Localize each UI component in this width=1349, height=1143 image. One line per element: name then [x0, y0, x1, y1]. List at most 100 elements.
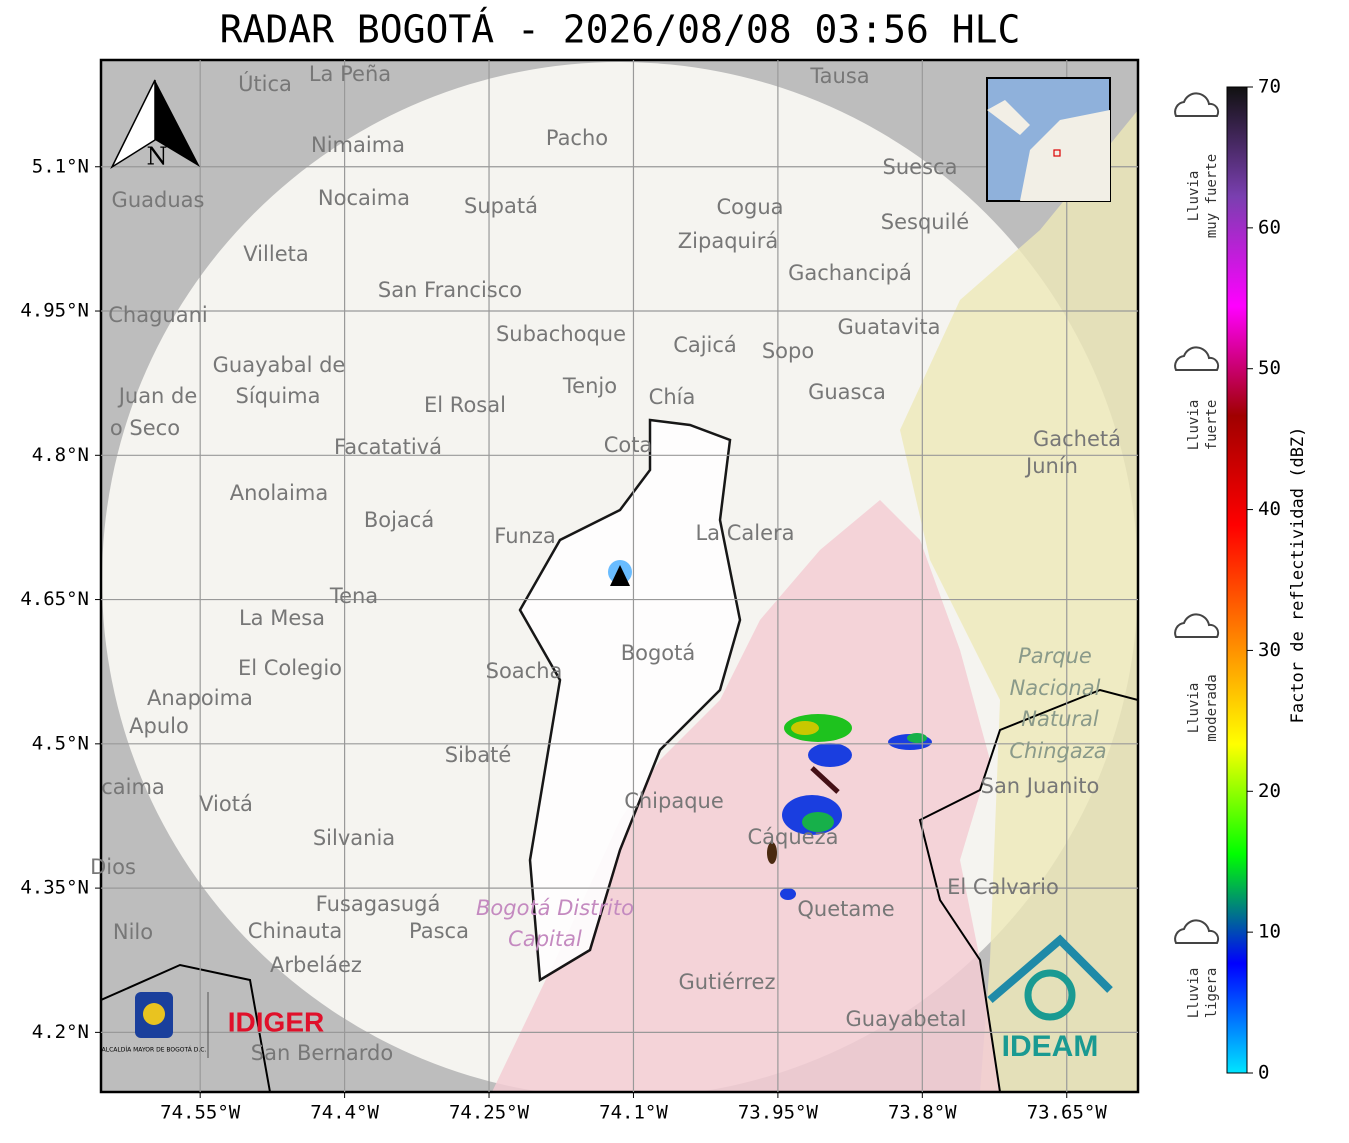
intensity-label: moderada — [1204, 674, 1220, 741]
y-tick-label: 4.2°N — [32, 1021, 89, 1043]
weather-icon — [1174, 613, 1220, 638]
place-label: Cogua — [716, 195, 783, 219]
place-label: Cáqueza — [748, 825, 839, 849]
place-label: Bojacá — [364, 508, 434, 532]
place-label: Guayabal de — [213, 353, 346, 377]
place-label: Chipaque — [624, 789, 724, 813]
place-label: Fusagasugá — [316, 892, 441, 916]
place-label: El Calvario — [947, 875, 1059, 899]
y-tick-label: 4.65°N — [20, 588, 89, 610]
colorbar — [1226, 86, 1248, 1074]
place-label: Nocaima — [318, 186, 410, 210]
place-label: Soacha — [486, 659, 563, 683]
weather-icon — [1174, 346, 1220, 371]
place-label: Gutiérrez — [679, 970, 776, 994]
place-label: Sesquilé — [881, 210, 969, 234]
x-tick-label: 74.1°W — [599, 1102, 668, 1124]
place-label: El Rosal — [424, 393, 506, 417]
place-label: Chaguani — [108, 303, 208, 327]
place-label: Silvania — [313, 826, 395, 850]
intensity-label: fuerte — [1204, 400, 1220, 451]
place-label: Chía — [649, 385, 696, 409]
place-label: Nilo — [113, 920, 153, 944]
place-label: Útica — [238, 71, 292, 96]
place-label: Tausa — [809, 64, 869, 88]
place-label: Cota — [604, 433, 653, 457]
x-tick-label: 73.65°W — [1027, 1102, 1108, 1124]
intensity-label: ligera — [1204, 968, 1220, 1019]
north-label: N — [147, 143, 168, 171]
colorbar-tick-label: 70 — [1258, 76, 1281, 98]
place-label: Nacional — [1010, 676, 1101, 700]
weather-icon — [1174, 919, 1220, 944]
place-label: San Juanito — [981, 774, 1100, 798]
place-label: Facatativá — [334, 435, 442, 459]
intensity-label: Lluvia — [1186, 683, 1202, 734]
place-label: Gachetá — [1033, 427, 1121, 451]
place-label: San Francisco — [378, 278, 522, 302]
place-label: Sibaté — [445, 743, 512, 767]
place-label: Pacho — [546, 126, 608, 150]
place-label: Tena — [329, 584, 378, 608]
alcaldia-label: ALCALDÍA MAYOR DE BOGOTÁ D.C. — [102, 1047, 207, 1054]
place-label: Arbeláez — [270, 953, 362, 977]
place-label: Anapoima — [147, 686, 253, 710]
intensity-label: Lluvia — [1186, 968, 1202, 1019]
place-label: Dios — [90, 855, 136, 879]
x-tick-label: 73.8°W — [888, 1102, 957, 1124]
colorbar-tick-label: 60 — [1258, 216, 1281, 238]
colorbar-tick-label: 0 — [1258, 1062, 1269, 1084]
colorbar-tick-label: 50 — [1258, 357, 1281, 379]
place-label: La Calera — [695, 521, 794, 545]
place-label: caima — [101, 775, 165, 799]
x-tick-label: 74.4°W — [310, 1102, 379, 1124]
x-tick-label: 74.25°W — [449, 1102, 530, 1124]
basemap — [101, 60, 1138, 1092]
place-label: Sopo — [762, 339, 814, 363]
place-label: Apulo — [129, 714, 189, 738]
colorbar-tick-label: 30 — [1258, 639, 1281, 661]
place-label: Guasca — [808, 380, 886, 404]
place-label: Junín — [1024, 454, 1078, 478]
intensity-label: Lluvia — [1186, 400, 1202, 451]
place-label: El Colegio — [238, 656, 342, 680]
weather-icon — [1174, 92, 1220, 117]
place-label: Villeta — [243, 242, 308, 266]
place-label: Chingaza — [1009, 739, 1106, 763]
colorbar-tick-label: 20 — [1258, 780, 1281, 802]
place-label: Juan de — [117, 384, 198, 408]
x-tick-label: 73.95°W — [738, 1102, 819, 1124]
y-tick-label: 4.8°N — [32, 444, 89, 466]
place-label: Bogotá — [621, 641, 696, 665]
colorbar-tick-label: 40 — [1258, 498, 1281, 520]
place-label: Supatá — [464, 194, 538, 218]
y-tick-label: 5.1°N — [32, 155, 89, 177]
ideam-label: IDEAM — [1002, 1030, 1099, 1063]
place-label: Quetame — [797, 897, 894, 921]
place-label: Síquima — [236, 384, 321, 408]
alcaldia-shield — [135, 992, 209, 1058]
place-label: Viotá — [199, 792, 253, 816]
grid — [101, 60, 1138, 1092]
colorbar-tick-label: 10 — [1258, 921, 1281, 943]
idiger-label: IDIGER — [228, 1006, 324, 1037]
inset-map — [986, 77, 1111, 202]
place-label: Anolaima — [230, 481, 328, 505]
place-label: Guaduas — [112, 188, 205, 212]
place-label: Cajicá — [673, 333, 737, 357]
place-label: Subachoque — [496, 322, 626, 346]
place-label: o Seco — [110, 416, 180, 440]
place-label: Parque — [1018, 644, 1092, 668]
place-label: Guayabetal — [846, 1007, 967, 1031]
place-label: Guatavita — [838, 315, 941, 339]
place-label: San Bernardo — [251, 1041, 393, 1065]
place-label: Tenjo — [562, 374, 617, 398]
intensity-label: muy fuerte — [1204, 154, 1220, 238]
place-label: Pasca — [409, 919, 469, 943]
place-label: Zipaquirá — [678, 229, 778, 253]
place-label: La Peña — [309, 62, 391, 86]
intensity-label: Lluvia — [1186, 171, 1202, 222]
place-label: Capital — [508, 927, 582, 951]
place-label: La Mesa — [239, 606, 325, 630]
